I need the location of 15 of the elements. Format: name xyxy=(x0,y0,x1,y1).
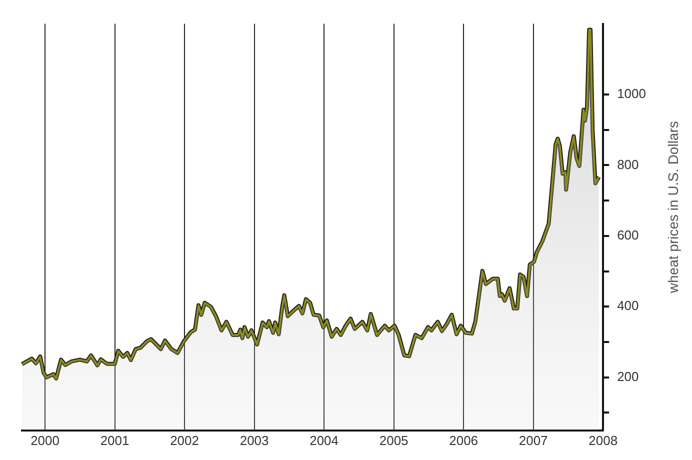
x-tick-label: 2006 xyxy=(449,432,478,448)
x-tick-label: 2000 xyxy=(30,432,60,448)
x-tick-label: 2004 xyxy=(310,432,339,448)
x-tick-label: 2002 xyxy=(170,432,199,448)
x-tick-label: 2007 xyxy=(518,432,548,448)
x-tick-label: 2001 xyxy=(100,432,130,448)
y-axis-title: wheat prices in U.S. Dollars xyxy=(664,121,681,294)
y-tick-label: 600 xyxy=(617,228,639,243)
x-tick-label: 2005 xyxy=(379,432,408,448)
x-tick-label: 2008 xyxy=(588,432,618,448)
y-tick-label: 400 xyxy=(617,298,639,314)
y-tick-label: 800 xyxy=(617,156,639,172)
y-tick-label: 1000 xyxy=(617,86,646,102)
y-tick-label: 200 xyxy=(617,368,639,384)
x-tick-label: 2003 xyxy=(240,432,269,448)
